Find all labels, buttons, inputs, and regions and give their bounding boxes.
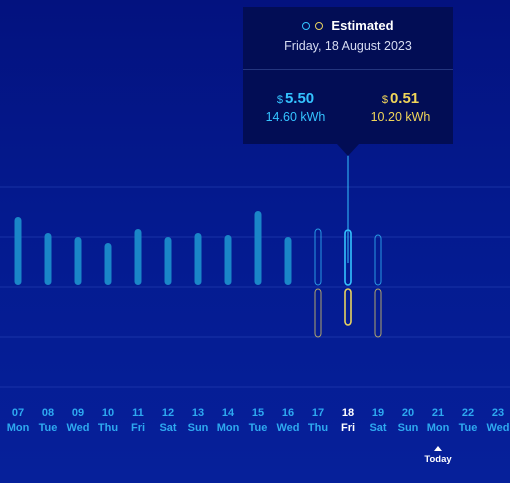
peak-bar-15[interactable] [254, 211, 262, 285]
x-tick-day: 09 [71, 407, 85, 419]
x-tick-11[interactable]: 11 Fri [123, 405, 153, 435]
offpeak-bar-17[interactable] [314, 288, 322, 338]
peak-bar-14[interactable] [224, 235, 232, 285]
peak-bar-19[interactable] [374, 234, 382, 286]
x-tick-18[interactable]: 18 Fri [333, 405, 363, 435]
x-tick-10[interactable]: 10 Thu [93, 405, 123, 435]
x-tick-12[interactable]: 12 Sat [153, 405, 183, 435]
x-tick-13[interactable]: 13 Sun [183, 405, 213, 435]
offpeak-energy: 10.20 kWh [370, 110, 431, 124]
x-tick-day: 17 [311, 407, 325, 419]
x-tick-day: 19 [371, 407, 385, 419]
tooltip-legend: Estimated [243, 7, 453, 33]
x-tick-20[interactable]: 20 Sun [393, 405, 423, 435]
x-tick-day: 10 [101, 407, 115, 419]
x-tick-day: 08 [41, 407, 55, 419]
peak-bar-07[interactable] [14, 217, 22, 285]
x-tick-weekday: Wed [276, 422, 300, 434]
x-tick-weekday: Fri [340, 422, 356, 434]
x-tick-weekday: Mon [426, 422, 450, 434]
x-tick-weekday: Wed [486, 422, 510, 434]
offpeak-bar-18[interactable] [344, 288, 352, 326]
x-tick-23[interactable]: 23 Wed [483, 405, 510, 435]
peak-cost-amount: 5.50 [284, 90, 315, 107]
tooltip-legend-label: Estimated [331, 18, 394, 33]
x-tick-day: 11 [132, 407, 144, 419]
x-tick-weekday: Sun [397, 422, 419, 434]
x-tick-day: 16 [281, 407, 295, 419]
tooltip-values: $5.50 14.60 kWh $0.51 10.20 kWh [243, 70, 453, 124]
x-tick-weekday: Mon [6, 422, 30, 434]
today-triangle-icon [434, 446, 442, 451]
estimated-peak-ring-icon [302, 21, 311, 30]
x-tick-day: 20 [401, 407, 415, 419]
day-tooltip: Estimated Friday, 18 August 2023 $5.50 1… [243, 7, 453, 156]
tooltip-peak-value: $5.50 14.60 kWh [243, 90, 348, 124]
x-tick-19[interactable]: 19 Sat [363, 405, 393, 435]
tooltip-date: Friday, 18 August 2023 [284, 39, 412, 53]
peak-bar-11[interactable] [134, 229, 142, 285]
x-tick-14[interactable]: 14 Mon [213, 405, 243, 435]
x-tick-weekday: Sun [187, 422, 209, 434]
x-tick-day: 22 [461, 407, 475, 419]
x-tick-weekday: Thu [97, 422, 119, 434]
x-tick-weekday: Sat [159, 422, 177, 434]
peak-bar-13[interactable] [194, 233, 202, 285]
x-tick-weekday: Mon [216, 422, 240, 434]
x-tick-08[interactable]: 08 Tue [33, 405, 63, 435]
x-tick-weekday: Tue [458, 422, 478, 434]
x-tick-weekday: Sat [369, 422, 387, 434]
x-tick-day: 15 [251, 407, 265, 419]
x-tick-day: 07 [11, 407, 25, 419]
x-tick-weekday: Tue [248, 422, 268, 434]
x-tick-day: 13 [191, 407, 205, 419]
x-tick-day: 21 [431, 407, 445, 419]
chart-bars [14, 211, 382, 338]
x-tick-weekday: Wed [66, 422, 90, 434]
peak-cost: $5.50 [243, 90, 348, 107]
tooltip-header: Estimated Friday, 18 August 2023 [243, 7, 453, 70]
x-tick-22[interactable]: 22 Tue [453, 405, 483, 435]
x-tick-day: 14 [221, 407, 235, 419]
x-axis-day-labels: 07 Mon 08 Tue 09 Wed 10 Thu 11 Fri 12 Sat 13 Sun 14 Mon… [0, 405, 510, 445]
offpeak-bar-19[interactable] [374, 288, 382, 338]
peak-bar-08[interactable] [44, 233, 52, 285]
x-tick-day: 18 [341, 407, 355, 419]
today-label: Today [424, 454, 452, 465]
offpeak-currency: $ [381, 94, 388, 106]
peak-bar-10[interactable] [104, 243, 112, 285]
x-tick-weekday: Tue [38, 422, 58, 434]
x-tick-weekday: Fri [130, 422, 146, 434]
x-tick-15[interactable]: 15 Tue [243, 405, 273, 435]
x-tick-16[interactable]: 16 Wed [273, 405, 303, 435]
x-tick-21[interactable]: 21 Mon [423, 405, 453, 435]
estimated-offpeak-ring-icon [315, 21, 324, 30]
peak-currency: $ [276, 94, 283, 106]
offpeak-cost: $0.51 [348, 90, 453, 107]
x-tick-day: 12 [161, 407, 175, 419]
peak-bar-16[interactable] [284, 237, 292, 285]
peak-bar-12[interactable] [164, 237, 172, 285]
x-tick-weekday: Thu [307, 422, 329, 434]
peak-bar-18[interactable] [344, 229, 352, 286]
offpeak-cost-amount: 0.51 [389, 90, 420, 107]
x-tick-day: 23 [491, 407, 505, 419]
peak-energy: 14.60 kWh [265, 110, 326, 124]
peak-bar-17[interactable] [314, 228, 322, 286]
tooltip-offpeak-value: $0.51 10.20 kWh [348, 90, 453, 124]
x-tick-17[interactable]: 17 Thu [303, 405, 333, 435]
today-marker: Today [418, 446, 458, 465]
chart-gridlines [0, 186, 510, 388]
x-tick-09[interactable]: 09 Wed [63, 405, 93, 435]
peak-bar-09[interactable] [74, 237, 82, 285]
x-tick-07[interactable]: 07 Mon [3, 405, 33, 435]
